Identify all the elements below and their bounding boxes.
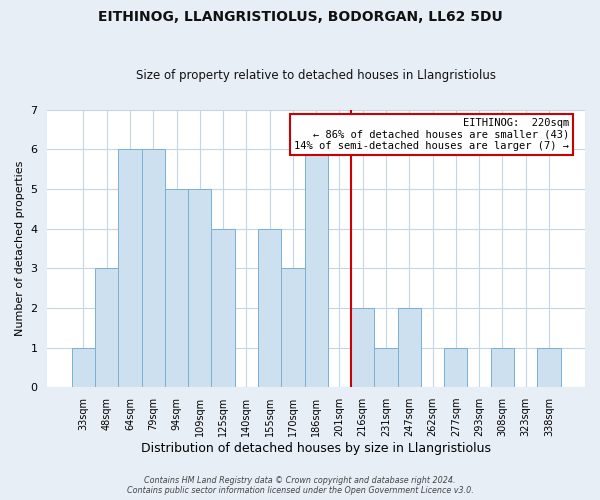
Text: EITHINOG, LLANGRISTIOLUS, BODORGAN, LL62 5DU: EITHINOG, LLANGRISTIOLUS, BODORGAN, LL62…	[98, 10, 502, 24]
Text: EITHINOG:  220sqm
← 86% of detached houses are smaller (43)
14% of semi-detached: EITHINOG: 220sqm ← 86% of detached house…	[294, 118, 569, 151]
Bar	[72, 348, 95, 387]
Bar	[444, 348, 467, 387]
X-axis label: Distribution of detached houses by size in Llangristiolus: Distribution of detached houses by size …	[141, 442, 491, 455]
Bar	[351, 308, 374, 387]
Bar	[118, 149, 142, 387]
Bar	[374, 348, 398, 387]
Bar	[305, 149, 328, 387]
Bar	[281, 268, 305, 387]
Bar	[211, 228, 235, 387]
Bar	[537, 348, 560, 387]
Bar	[258, 228, 281, 387]
Y-axis label: Number of detached properties: Number of detached properties	[15, 160, 25, 336]
Bar	[95, 268, 118, 387]
Bar	[142, 149, 165, 387]
Text: Contains HM Land Registry data © Crown copyright and database right 2024.
Contai: Contains HM Land Registry data © Crown c…	[127, 476, 473, 495]
Bar	[398, 308, 421, 387]
Bar	[491, 348, 514, 387]
Bar	[188, 189, 211, 387]
Title: Size of property relative to detached houses in Llangristiolus: Size of property relative to detached ho…	[136, 69, 496, 82]
Bar	[165, 189, 188, 387]
